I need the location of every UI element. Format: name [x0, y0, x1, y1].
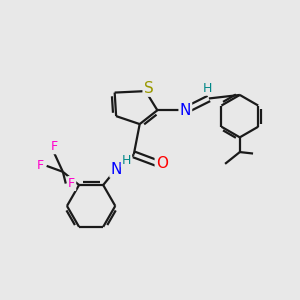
- Text: H: H: [122, 154, 131, 167]
- Text: F: F: [50, 140, 58, 153]
- Text: F: F: [37, 159, 44, 172]
- Text: N: N: [110, 162, 122, 177]
- Text: O: O: [156, 156, 168, 171]
- Text: N: N: [180, 103, 191, 118]
- Text: H: H: [203, 82, 212, 95]
- Text: F: F: [68, 177, 75, 190]
- Text: S: S: [144, 81, 153, 96]
